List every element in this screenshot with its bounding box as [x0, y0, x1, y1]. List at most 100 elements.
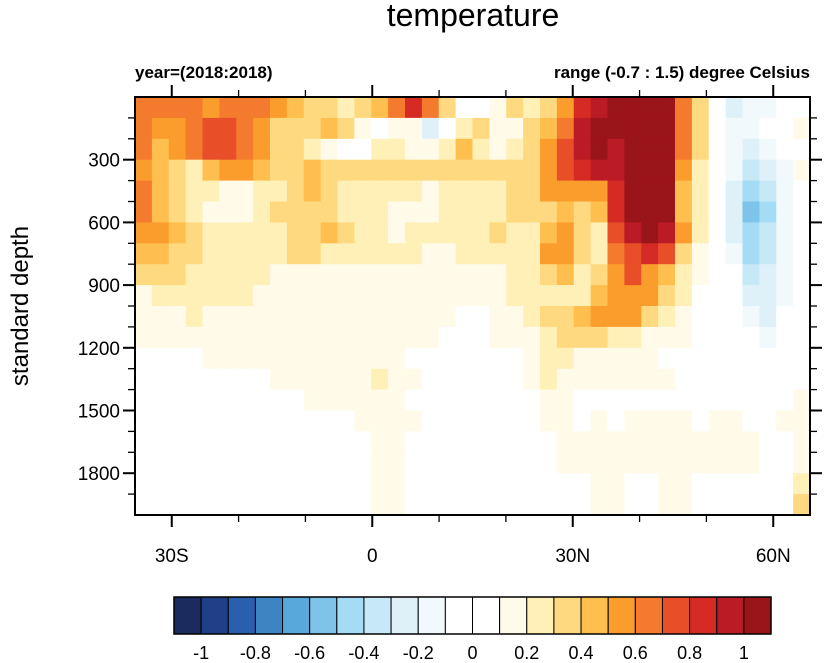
heatmap-cell [793, 494, 811, 516]
heatmap-cell [405, 264, 423, 286]
heatmap-cell [590, 368, 609, 391]
heatmap-cell [675, 431, 693, 453]
heatmap-cell [776, 389, 794, 412]
heatmap-cell [742, 494, 760, 516]
heatmap-cell [303, 243, 322, 265]
heatmap-cell [151, 368, 170, 391]
heatmap-cell [590, 410, 609, 432]
heatmap-cell [354, 473, 372, 495]
heatmap-cell [354, 159, 372, 182]
heatmap-cell [371, 389, 389, 412]
heatmap-cell [624, 285, 642, 307]
heatmap-cell [691, 431, 710, 453]
plot-frame [134, 96, 811, 516]
heatmap-cell [658, 368, 676, 391]
heatmap-cell [793, 431, 811, 453]
heatmap-cell [489, 410, 507, 432]
heatmap-cell [185, 159, 204, 182]
heatmap-cell [371, 326, 389, 349]
heatmap-cell [270, 494, 288, 516]
heatmap-cell [168, 494, 187, 516]
heatmap-cell [185, 306, 204, 328]
heatmap-cell [151, 326, 170, 349]
heatmap-cell [742, 180, 760, 203]
heatmap-cell [725, 138, 744, 161]
heatmap-cell [641, 306, 659, 328]
heatmap-cell [135, 473, 153, 495]
heatmap-cell [556, 347, 575, 370]
heatmap-cell [337, 431, 355, 453]
heatmap-cell [371, 138, 389, 161]
heatmap-cell [320, 159, 339, 182]
heatmap-cell [742, 243, 760, 265]
heatmap-cell [388, 389, 406, 412]
heatmap-cell [742, 222, 760, 244]
heatmap-cell [556, 368, 575, 391]
heatmap-cell [286, 473, 305, 495]
heatmap-cell [253, 285, 271, 307]
heatmap-cell [540, 264, 558, 286]
heatmap-cell [472, 222, 490, 244]
heatmap-cell [286, 368, 305, 391]
heatmap-cell [455, 97, 474, 119]
heatmap-cell [658, 473, 676, 495]
heatmap-cell [472, 473, 490, 495]
heatmap-cell [421, 285, 440, 307]
heatmap-cell [388, 494, 406, 516]
heatmap-cell [776, 306, 794, 328]
heatmap-cell [236, 347, 254, 370]
heatmap-cell [556, 389, 575, 412]
heatmap-cell [219, 494, 237, 516]
heatmap-cell [708, 264, 727, 286]
heatmap-cell [185, 264, 204, 286]
heatmap-cell [371, 180, 389, 203]
heatmap-cell [708, 473, 727, 495]
heatmap-cell [151, 494, 170, 516]
colorbar-box [634, 596, 663, 635]
heatmap-cell [624, 138, 642, 161]
heatmap-cell [236, 452, 254, 474]
heatmap-cell [438, 431, 457, 453]
heatmap-cell [455, 368, 474, 391]
heatmap-cell [641, 222, 659, 244]
heatmap-cell [540, 326, 558, 349]
heatmap-cell [641, 243, 659, 265]
axis-ticks [123, 85, 822, 527]
heatmap-cell [472, 306, 490, 328]
heatmap-cell [691, 368, 710, 391]
heatmap-cell [388, 97, 406, 119]
heatmap-cell [405, 452, 423, 474]
heatmap-cell [708, 159, 727, 182]
heatmap-cell [388, 264, 406, 286]
heatmap-cell [776, 159, 794, 182]
heatmap-cell [151, 452, 170, 474]
heatmap-cell [388, 473, 406, 495]
heatmap-cell [438, 285, 457, 307]
heatmap-cell [219, 410, 237, 432]
heatmap-cells [135, 97, 811, 516]
heatmap-cell [607, 222, 625, 244]
heatmap-cell [135, 494, 153, 516]
heatmap-cell [540, 138, 558, 161]
heatmap-cell [270, 243, 288, 265]
heatmap-cell [371, 285, 389, 307]
heatmap-cell [438, 306, 457, 328]
heatmap-cell [489, 306, 507, 328]
heatmap-cell [708, 368, 727, 391]
heatmap-cell [472, 389, 490, 412]
heatmap-cell [337, 180, 355, 203]
heatmap-cell [405, 117, 423, 140]
heatmap-cell [489, 347, 507, 370]
heatmap-cell [253, 97, 271, 119]
heatmap-cell [253, 201, 271, 223]
heatmap-cell [236, 431, 254, 453]
heatmap-cell [202, 368, 220, 391]
heatmap-cell [489, 431, 507, 453]
heatmap-cell [337, 138, 355, 161]
heatmap-cell [742, 452, 760, 474]
heatmap-cell [573, 285, 592, 307]
heatmap-cell [253, 159, 271, 182]
heatmap-cell [793, 452, 811, 474]
heatmap-cell [236, 264, 254, 286]
heatmap-cell [691, 264, 710, 286]
